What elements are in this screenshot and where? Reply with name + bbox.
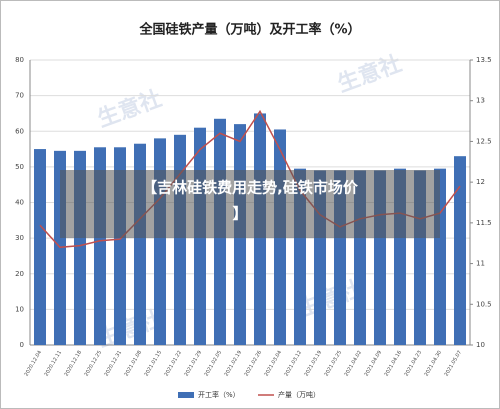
y2-tick-label: 13 [476, 97, 485, 105]
overlay-band [60, 170, 440, 238]
y2-tick-label: 12 [476, 178, 485, 186]
legend-swatch [178, 392, 194, 398]
overlay-text: 】 [232, 205, 247, 223]
y-tick-label: 60 [15, 127, 24, 135]
y-tick-label: 30 [15, 234, 24, 242]
y2-tick-label: 11.5 [476, 219, 492, 227]
y-tick-label: 20 [15, 270, 24, 278]
y2-tick-label: 12.5 [476, 137, 492, 145]
y2-tick-label: 13.5 [476, 56, 492, 64]
y-tick-label: 50 [15, 163, 24, 171]
bar [154, 138, 166, 345]
chart-title: 全国硅铁产量（万吨）及开工率（%） [138, 22, 360, 38]
bar [174, 134, 186, 345]
y2-tick-label: 10.5 [476, 300, 492, 308]
overlay-text: 【吉林硅铁费用走势,硅铁市场价 [142, 179, 359, 197]
y2-tick-label: 10 [476, 341, 485, 349]
legend-label: 开工率（%） [198, 390, 240, 399]
y-tick-label: 80 [15, 56, 24, 64]
y-tick-label: 70 [15, 92, 24, 100]
bar [34, 149, 46, 345]
y-tick-label: 40 [15, 199, 24, 207]
y-tick-label: 0 [20, 341, 24, 349]
y2-tick-label: 11 [476, 260, 485, 268]
y-tick-label: 10 [15, 305, 24, 313]
legend-label: 产量（万吨） [278, 390, 320, 399]
bar [454, 156, 466, 345]
